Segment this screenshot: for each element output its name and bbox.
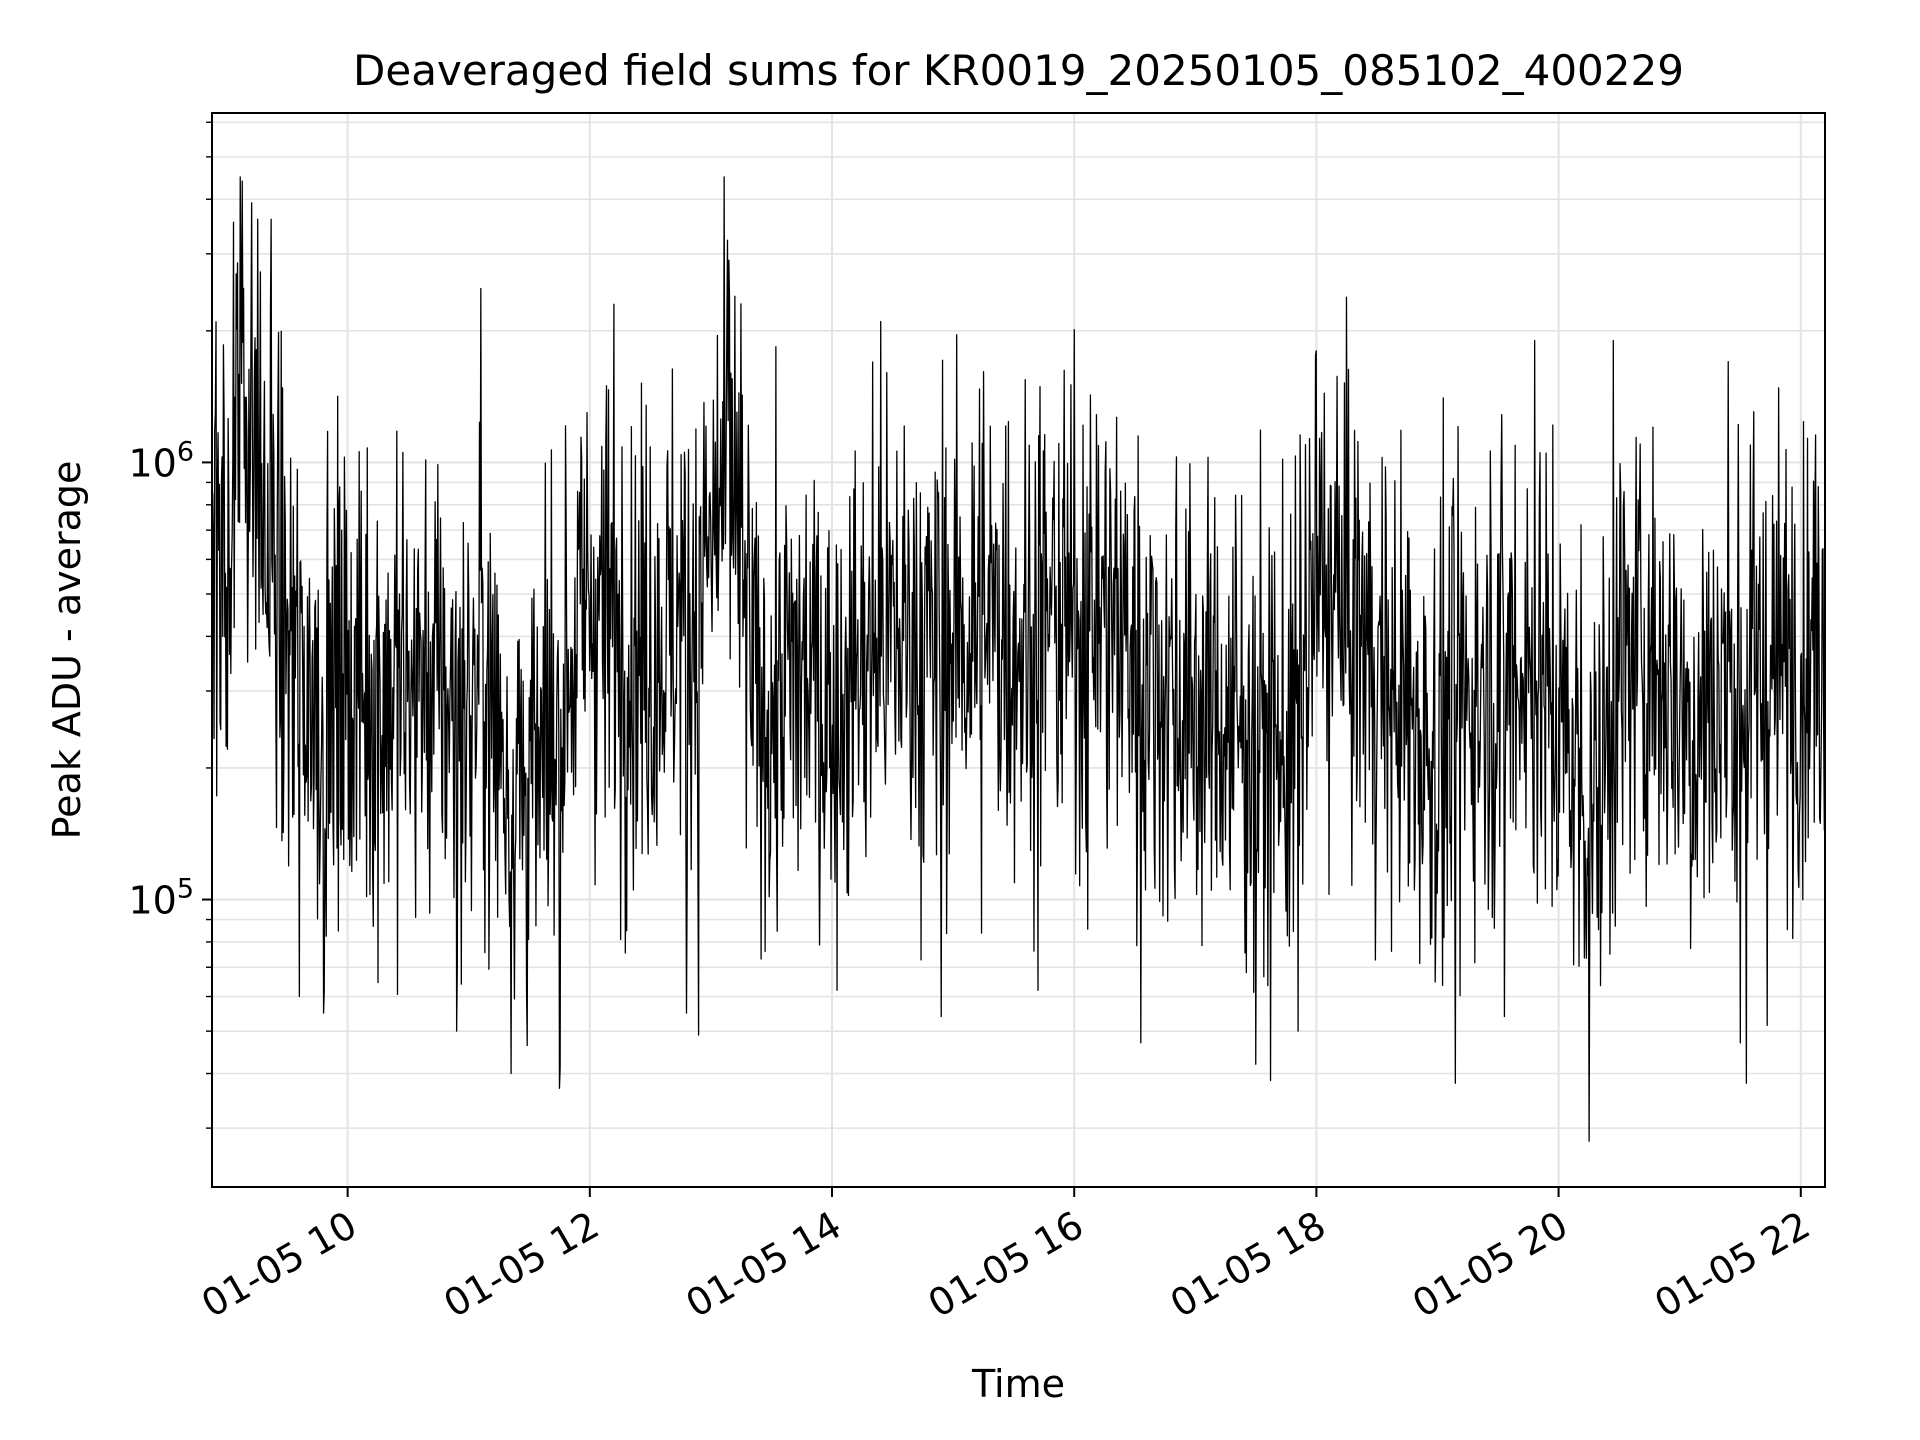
y-tick-exponent: 5 xyxy=(177,874,194,905)
y-axis-label: Peak ADU - average xyxy=(45,461,89,840)
chart-title: Deaveraged field sums for KR0019_2025010… xyxy=(353,46,1684,95)
y-tick-exponent: 6 xyxy=(177,436,194,467)
y-tick-label: 105 xyxy=(128,874,194,923)
y-tick-label: 106 xyxy=(128,436,194,485)
series-layer xyxy=(211,176,1826,1142)
x-axis-label: Time xyxy=(971,1362,1065,1406)
grid xyxy=(212,113,1825,1187)
y-tick-base: 10 xyxy=(128,879,176,923)
series-line xyxy=(211,176,1826,1142)
plot-frame xyxy=(211,112,1826,1188)
y-tick-base: 10 xyxy=(128,441,176,485)
